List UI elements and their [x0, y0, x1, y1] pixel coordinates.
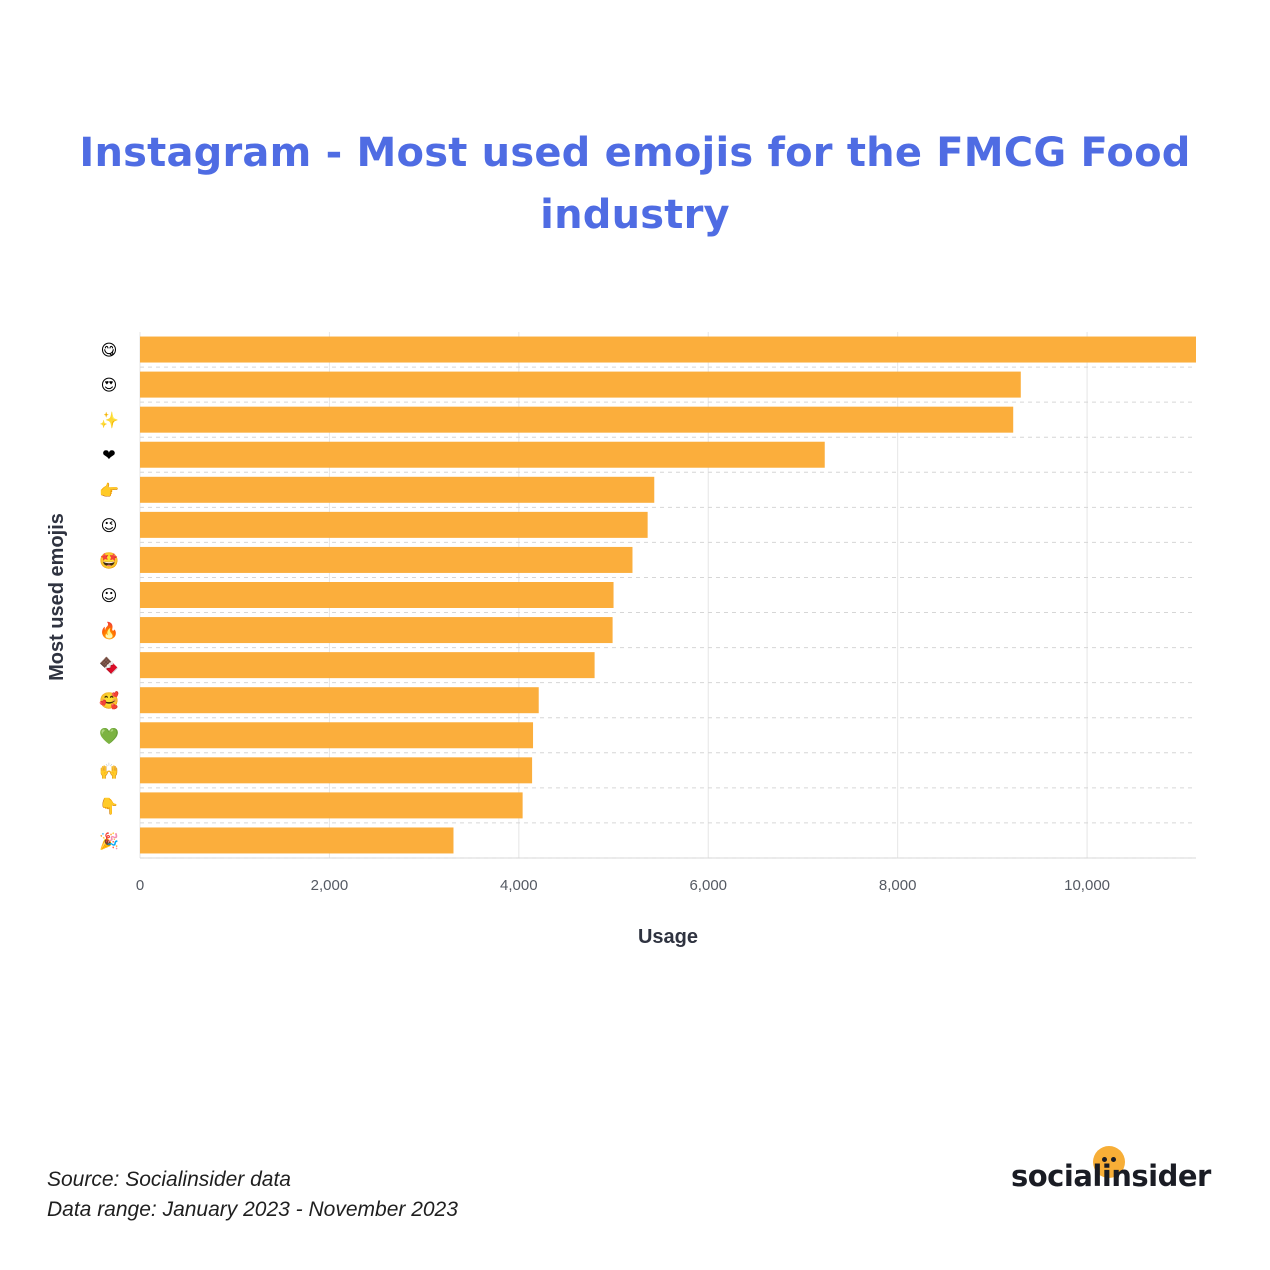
x-tick-label: 6,000	[689, 877, 727, 894]
bar	[140, 406, 1014, 433]
x-tick-labels: 0 2,000 4,000 6,000 8,000 10,000	[136, 877, 1110, 894]
brand-logo: socialinsider	[1011, 1142, 1221, 1202]
y-tick-label: 🙌	[99, 761, 119, 780]
bar	[140, 546, 633, 573]
bar	[140, 582, 614, 608]
y-axis-title: Most used emojis	[46, 513, 68, 681]
bar	[140, 827, 454, 854]
chart-title: Instagram - Most used emojis for the FMC…	[79, 130, 1191, 238]
bar-chart: 😋 😍 ✨ ❤ 👉 😉 🤩 ☺ 🔥 🍫 🥰 💚 🙌 👇 🎉 0 2,000 4,000 6,000 8,000 10,…	[46, 332, 1196, 948]
bar	[140, 476, 655, 503]
y-tick-label: 💚	[99, 726, 119, 745]
source-note: Source: Socialinsider data Data range: J…	[47, 1165, 458, 1225]
bar	[140, 371, 1021, 398]
y-tick-label: 😋	[101, 341, 118, 360]
data-range-line: Data range: January 2023 - November 2023	[47, 1198, 458, 1221]
x-axis-title: Usage	[638, 926, 698, 948]
bar	[140, 687, 539, 714]
bar	[140, 757, 533, 784]
x-tick-label: 8,000	[879, 877, 917, 894]
y-tick-label: ☺	[101, 586, 118, 605]
bar	[140, 336, 1196, 363]
bar	[140, 792, 523, 819]
bar	[140, 652, 595, 679]
row-separators	[140, 366, 1196, 859]
x-tick-label: 10,000	[1064, 877, 1110, 894]
y-tick-label: 🥰	[99, 691, 119, 710]
logo-face-icon	[1093, 1146, 1125, 1178]
y-tick-label: 👉	[99, 481, 119, 500]
bars	[140, 336, 1196, 854]
y-tick-label: 😍	[101, 376, 118, 395]
y-tick-label: 🔥	[99, 621, 119, 640]
bar	[140, 722, 534, 749]
y-tick-label: 🤩	[99, 551, 119, 570]
y-tick-label: 👇	[99, 796, 119, 815]
logo-wordmark: socialinsider	[1011, 1159, 1211, 1193]
y-tick-label: 😉	[101, 516, 118, 535]
y-tick-label: 🎉	[99, 831, 119, 850]
source-line: Source: Socialinsider data	[47, 1168, 291, 1191]
y-tick-label: ✨	[99, 411, 119, 430]
bar	[140, 511, 648, 538]
y-tick-label: 🍫	[99, 656, 119, 675]
bar	[140, 441, 825, 468]
bar	[140, 617, 613, 644]
x-tick-label: 2,000	[311, 877, 349, 894]
y-tick-labels: 😋 😍 ✨ ❤ 👉 😉 🤩 ☺ 🔥 🍫 🥰 💚 🙌 👇 🎉	[99, 341, 119, 851]
x-tick-label: 0	[136, 877, 144, 894]
x-tick-label: 4,000	[500, 877, 538, 894]
y-tick-label: ❤	[102, 446, 115, 465]
